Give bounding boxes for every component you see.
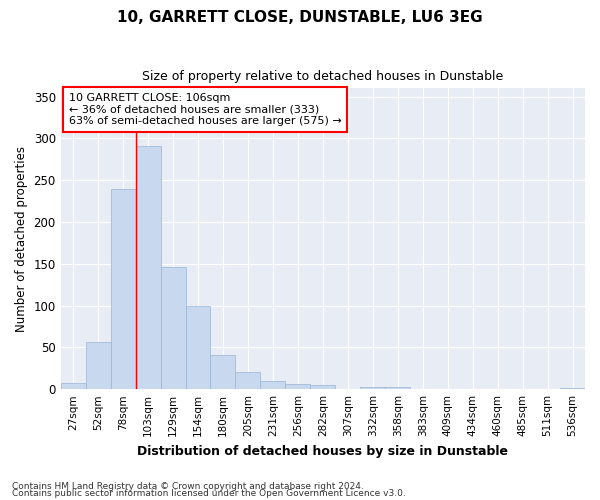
Bar [310, 385, 335, 389]
Bar [286, 384, 310, 389]
Text: 10 GARRETT CLOSE: 106sqm
← 36% of detached houses are smaller (333)
63% of semi-: 10 GARRETT CLOSE: 106sqm ← 36% of detach… [68, 93, 341, 126]
Text: 10, GARRETT CLOSE, DUNSTABLE, LU6 3EG: 10, GARRETT CLOSE, DUNSTABLE, LU6 3EG [117, 10, 483, 25]
Bar [136, 146, 161, 389]
Bar [86, 342, 110, 389]
Bar [360, 386, 385, 389]
Bar [110, 190, 136, 389]
Bar [560, 388, 585, 389]
Bar [185, 306, 211, 389]
Bar [260, 381, 286, 389]
X-axis label: Distribution of detached houses by size in Dunstable: Distribution of detached houses by size … [137, 444, 508, 458]
Bar [161, 267, 185, 389]
Bar [385, 386, 410, 389]
Bar [235, 372, 260, 389]
Bar [211, 355, 235, 389]
Title: Size of property relative to detached houses in Dunstable: Size of property relative to detached ho… [142, 70, 503, 83]
Text: Contains HM Land Registry data © Crown copyright and database right 2024.: Contains HM Land Registry data © Crown c… [12, 482, 364, 491]
Y-axis label: Number of detached properties: Number of detached properties [15, 146, 28, 332]
Bar [61, 384, 86, 389]
Text: Contains public sector information licensed under the Open Government Licence v3: Contains public sector information licen… [12, 490, 406, 498]
